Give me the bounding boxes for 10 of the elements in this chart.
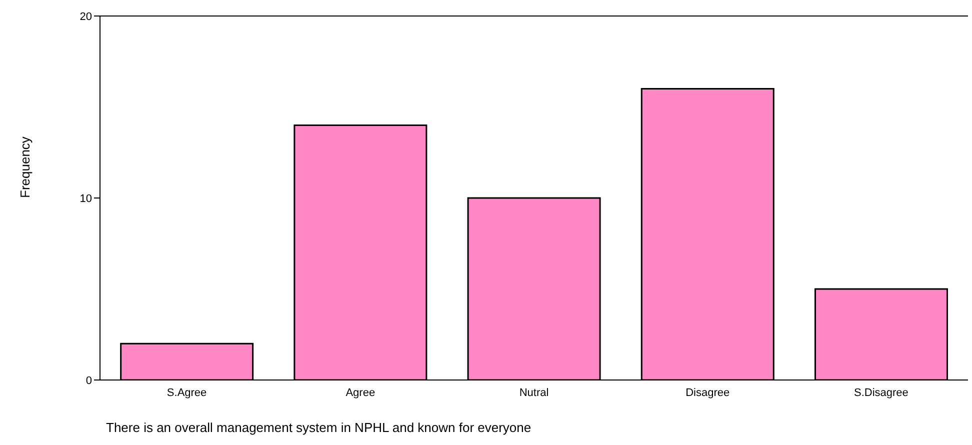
x-tick-label: S.Disagree: [854, 386, 908, 399]
x-tick-label: S.Agree: [166, 386, 207, 399]
x-axis-title: There is an overall management system in NPHL and known for everyone: [106, 420, 532, 435]
y-tick-label: 0: [86, 374, 92, 387]
y-tick-label: 10: [80, 192, 92, 205]
x-tick-label: Agree: [346, 386, 376, 399]
x-tick-label: Disagree: [686, 386, 730, 399]
y-axis-title: Frequency: [18, 136, 33, 198]
y-tick-label: 20: [80, 10, 92, 23]
x-tick-label: Nutral: [519, 386, 549, 399]
